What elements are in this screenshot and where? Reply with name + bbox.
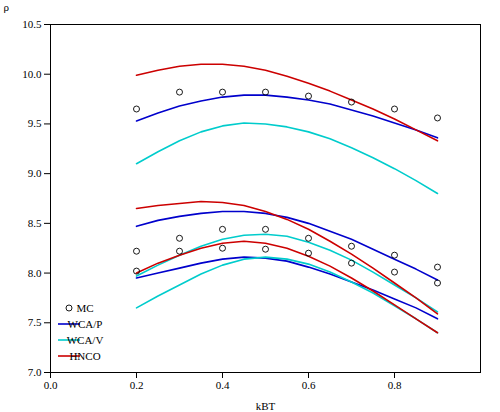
svg-text:8.5: 8.5: [28, 217, 42, 229]
svg-text:0.0: 0.0: [44, 379, 58, 391]
svg-text:WCA/P: WCA/P: [68, 318, 103, 330]
svg-text:9.5: 9.5: [28, 117, 42, 129]
svg-text:10.0: 10.0: [22, 68, 42, 80]
svg-text:0.2: 0.2: [130, 379, 144, 391]
svg-text:0.4: 0.4: [216, 379, 230, 391]
svg-text:kBT: kBT: [256, 400, 276, 412]
svg-text:7.5: 7.5: [28, 316, 42, 328]
svg-text:10.5: 10.5: [22, 18, 42, 30]
svg-text:HNCO: HNCO: [69, 350, 100, 362]
svg-text:MC: MC: [76, 302, 93, 314]
svg-text:9.0: 9.0: [28, 167, 42, 179]
svg-text:WCA/V: WCA/V: [67, 334, 104, 346]
svg-text:0.6: 0.6: [302, 379, 316, 391]
svg-text:ρ: ρ: [4, 1, 10, 13]
svg-text:8.0: 8.0: [28, 267, 42, 279]
svg-text:7.0: 7.0: [28, 366, 42, 378]
svg-text:0.8: 0.8: [388, 379, 402, 391]
